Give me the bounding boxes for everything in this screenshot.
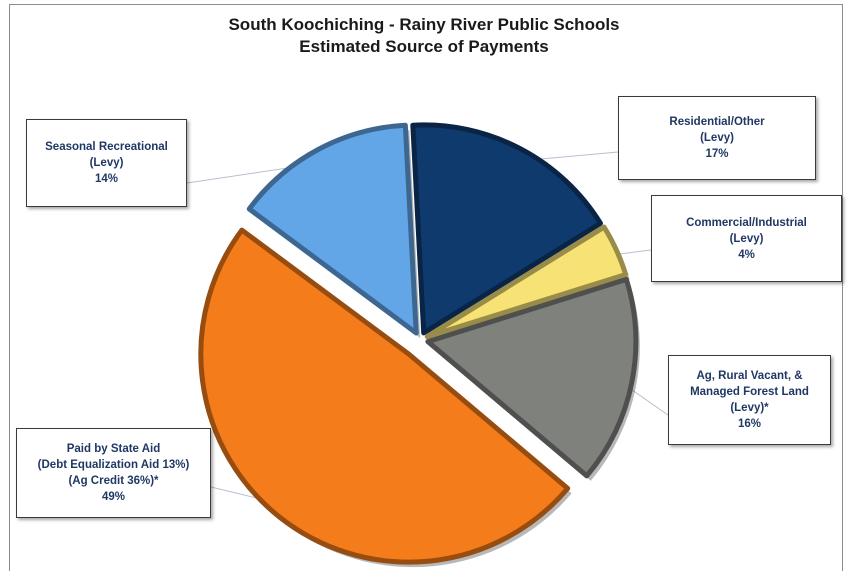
label-residential-sub: (Levy) bbox=[700, 132, 734, 144]
label-state-name: Paid by State Aid bbox=[66, 443, 161, 455]
label-residential-percent: 17% bbox=[705, 148, 729, 160]
chart-title: South Koochiching - Rainy River Public S… bbox=[0, 14, 848, 58]
label-commercial-percent: 4% bbox=[738, 248, 755, 261]
label-state-name2: (Debt Equalization Aid 13%) bbox=[37, 459, 190, 471]
label-seasonal: Seasonal Recreational (Levy) 14% bbox=[26, 119, 187, 207]
slice-commercial bbox=[424, 224, 629, 340]
label-commercial-name: Commercial/Industrial bbox=[686, 216, 807, 229]
label-seasonal-sub: (Levy) bbox=[89, 157, 124, 169]
label-commercial-sub: (Levy) bbox=[729, 232, 764, 245]
label-residential-name: Residential/Other bbox=[669, 116, 765, 128]
label-ag-percent: 16% bbox=[737, 418, 762, 430]
label-seasonal-percent: 14% bbox=[94, 173, 119, 185]
label-state-percent: 49% bbox=[101, 491, 126, 503]
label-ag: Ag, Rural Vacant, & Managed Forest Land … bbox=[668, 355, 831, 445]
label-ag-name: Ag, Rural Vacant, & bbox=[696, 370, 803, 382]
label-ag-name2: Managed Forest Land bbox=[690, 386, 809, 398]
slice-ag bbox=[425, 276, 639, 479]
slice-residential bbox=[410, 122, 603, 336]
label-residential: Residential/Other (Levy) 17% bbox=[618, 96, 816, 180]
label-commercial: Commercial/Industrial (Levy) 4% bbox=[651, 195, 842, 282]
label-state-sub: (Ag Credit 36%)* bbox=[68, 475, 159, 487]
label-seasonal-name: Seasonal Recreational bbox=[45, 141, 168, 153]
label-state: Paid by State Aid (Debt Equalization Aid… bbox=[16, 428, 211, 518]
chart-subtitle: Estimated Source of Payments bbox=[299, 37, 549, 56]
slice-state bbox=[198, 227, 571, 565]
chart-title-line1: South Koochiching - Rainy River Public S… bbox=[228, 15, 620, 34]
slice-seasonal bbox=[246, 122, 419, 336]
label-ag-sub: (Levy)* bbox=[730, 402, 769, 414]
